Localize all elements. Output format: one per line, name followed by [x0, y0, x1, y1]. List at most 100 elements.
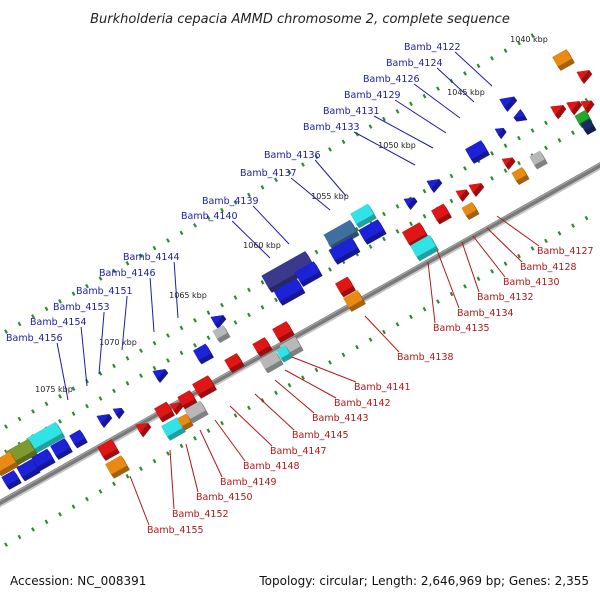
gene-top-face	[501, 157, 513, 166]
gene-side-face	[200, 400, 209, 415]
gene-label-top: Bamb_4139	[202, 196, 259, 207]
gene-side-face	[466, 210, 480, 220]
gene-block	[252, 337, 273, 357]
tick-dot	[557, 138, 562, 143]
tick-dot	[125, 381, 130, 386]
tick-dot	[382, 236, 386, 242]
gene-arrow	[455, 189, 470, 202]
gene-arrow	[580, 100, 595, 114]
tick-dot	[368, 337, 373, 342]
gene-top-face	[455, 189, 467, 198]
ruler-label: 1050 kbp	[378, 141, 416, 150]
gene-label-top: Bamb_4146	[99, 268, 156, 279]
gene-top-face	[97, 439, 117, 457]
gene-side-face	[480, 140, 490, 155]
gene-side-face	[539, 150, 548, 164]
tick-dot	[166, 238, 170, 243]
gene-block	[552, 49, 575, 71]
tick-dot	[85, 496, 89, 502]
gene-label-top: Bamb_4153	[53, 302, 110, 313]
gene-side-face	[313, 261, 323, 276]
tick-dot	[503, 48, 508, 53]
gene-side-face	[279, 288, 306, 306]
gene-label-bottom: Bamb_4147	[270, 446, 327, 457]
tick-dot	[422, 188, 427, 194]
tick-dot	[44, 519, 49, 525]
tick-dot	[4, 542, 8, 547]
gene-label-bottom: Bamb_4128	[520, 262, 577, 273]
gene-side-face	[101, 414, 113, 428]
gene-leader-line	[314, 159, 347, 197]
tick-dot	[112, 388, 116, 394]
gene-block	[410, 234, 439, 262]
gene-top-face	[161, 417, 183, 437]
backbone-highlight	[0, 162, 600, 502]
gene-top-face	[403, 197, 415, 206]
gene-top-face	[69, 429, 85, 445]
tick-dot	[193, 436, 197, 441]
gene-side-face	[55, 447, 73, 460]
gene-side-face	[32, 458, 41, 473]
tick-dot	[98, 276, 103, 281]
ruler-label: 1055 kbp	[311, 192, 349, 201]
tick-dot	[139, 348, 143, 353]
tick-dot	[98, 396, 103, 401]
gene-top-face	[259, 350, 281, 370]
gene-side-face	[6, 478, 22, 490]
tick-dot	[503, 261, 508, 266]
tick-dot	[166, 358, 170, 363]
gene-arrow	[426, 179, 443, 193]
gene-top-face	[513, 109, 525, 118]
tick-dot	[166, 451, 170, 456]
gene-top-face	[276, 345, 290, 359]
gene-side-face	[472, 202, 480, 214]
gene-side-face	[296, 278, 306, 293]
gene-side-face	[140, 423, 152, 438]
gene-label-top: Bamb_4137	[240, 168, 297, 179]
tick-dot	[449, 198, 454, 204]
gene-side-face	[74, 438, 88, 449]
gene-top-face	[192, 375, 214, 395]
gene-leader-line	[353, 131, 416, 166]
tick-dot	[58, 512, 62, 517]
gene-side-face	[189, 390, 198, 403]
tick-dot	[571, 130, 575, 135]
tick-dot	[260, 185, 265, 190]
tick-dot	[368, 244, 373, 249]
gene-leader-line	[472, 235, 506, 278]
gene-label-bottom: Bamb_4149	[220, 477, 277, 488]
tick-dot	[233, 320, 238, 325]
tick-dot	[166, 333, 170, 338]
tick-dot	[233, 200, 238, 205]
gene-side-face	[356, 214, 377, 229]
gene-side-face	[357, 290, 366, 304]
gene-leader-line	[461, 241, 480, 293]
gene-top-face	[16, 458, 38, 478]
gene-side-face	[264, 360, 284, 374]
tick-dot	[463, 284, 467, 289]
tick-dot	[341, 352, 346, 358]
tick-dot	[152, 365, 157, 371]
gene-top-face	[323, 220, 357, 246]
tick-dot	[58, 394, 62, 399]
gene-side-face	[429, 234, 439, 251]
gene-top-face	[135, 423, 149, 434]
gene-block	[335, 276, 356, 298]
gene-top-face	[468, 183, 482, 193]
gene-leader-line	[254, 393, 295, 431]
tick-dot	[490, 151, 494, 156]
gene-leader-line	[373, 115, 434, 149]
gene-label-top: Bamb_4126	[363, 74, 420, 85]
gene-top-face	[273, 278, 303, 302]
gene-side-face	[581, 70, 593, 84]
topology-text: Topology: circular; Length: 2,646,969 bp…	[259, 574, 589, 588]
gene-side-face	[223, 325, 231, 337]
gene-arrow	[135, 423, 152, 438]
gene-side-face	[286, 321, 295, 335]
gene-block	[105, 455, 130, 479]
ruler-label: 1045 kbp	[447, 88, 485, 97]
tick-dot	[58, 419, 62, 424]
tick-dot	[260, 305, 265, 310]
gene-label-top: Bamb_4124	[386, 58, 443, 69]
gene-side-face	[207, 375, 217, 390]
